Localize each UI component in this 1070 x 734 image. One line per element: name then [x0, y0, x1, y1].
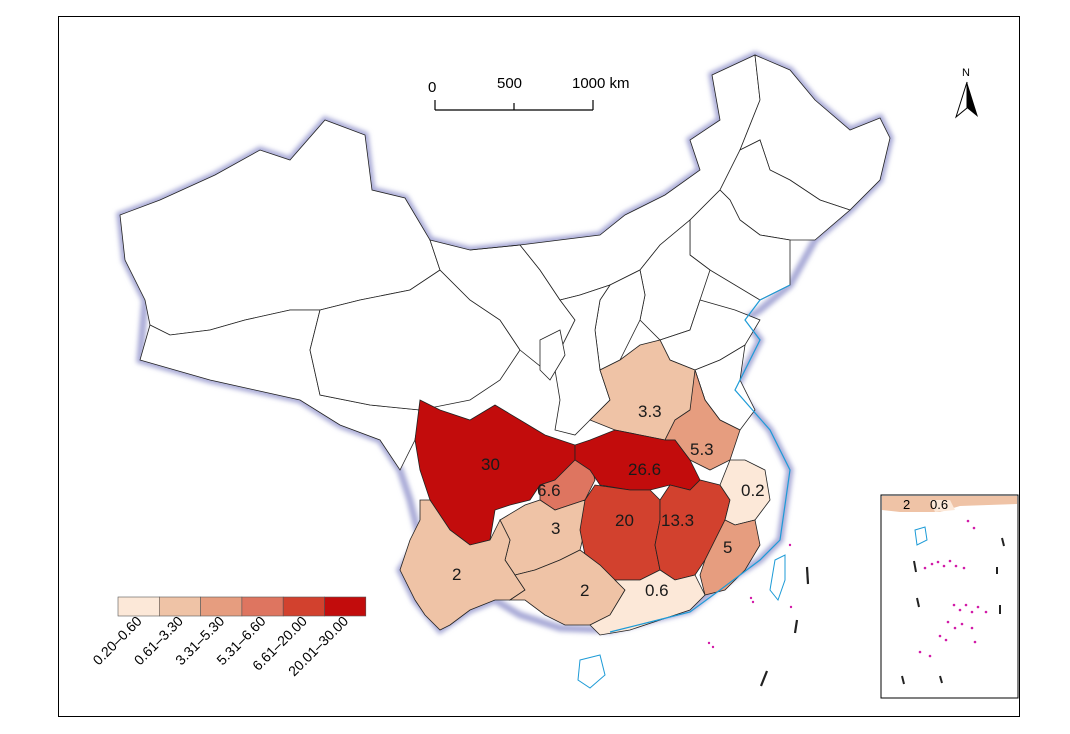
coastline — [609, 284, 791, 633]
scale-label-1000: 1000 km — [572, 75, 630, 92]
north-label: N — [962, 67, 970, 79]
map-frame — [58, 16, 1020, 717]
inset-label-1: 2 — [903, 497, 910, 512]
label-anhui: 5.3 — [690, 440, 714, 459]
legend: 0.20–0.600.61–3.303.31–5.305.31–6.606.61… — [89, 596, 367, 680]
label-jiangxi: 13.3 — [661, 511, 694, 530]
province-guangdong — [589, 569, 706, 636]
label-zhejiang: 0.2 — [741, 481, 765, 500]
label-chongqing: 6.6 — [537, 481, 561, 500]
province-qinghai — [309, 269, 521, 411]
south-china-sea-inset: 2 0.6 — [880, 494, 1019, 699]
province-zhejiang — [719, 459, 771, 526]
label-guangxi: 2 — [580, 581, 589, 600]
label-guangdong: 0.6 — [645, 581, 669, 600]
legend-swatch — [324, 596, 367, 617]
north-arrow-icon: N — [955, 67, 978, 119]
scale-label-500: 500 — [497, 75, 522, 92]
label-hunan: 20 — [615, 511, 634, 530]
island-taiwan — [769, 554, 786, 602]
island-dots — [707, 543, 793, 649]
legend-swatch — [159, 596, 201, 617]
label-yunnan: 2 — [452, 565, 461, 584]
label-fujian: 5 — [723, 538, 732, 557]
provinces-no-data — [119, 54, 891, 471]
provinces-with-data — [399, 339, 771, 636]
island-hainan — [577, 654, 606, 689]
province-anhui — [664, 369, 741, 471]
region-labels: 30 26.6 20 13.3 6.6 5.3 5 3.3 3 2 2 0.6 … — [452, 402, 765, 600]
label-hubei: 26.6 — [628, 460, 661, 479]
legend-swatch — [241, 596, 284, 617]
label-henan: 3.3 — [638, 402, 662, 421]
sea-border-marks — [759, 566, 810, 687]
legend-swatch — [117, 596, 160, 617]
legend-labels: 0.20–0.600.61–3.303.31–5.305.31–6.606.61… — [89, 613, 351, 680]
label-sichuan: 30 — [481, 455, 500, 474]
province-fujian — [699, 519, 761, 596]
legend-swatch — [200, 596, 243, 617]
scale-label-0: 0 — [428, 79, 436, 96]
inset-label-2: 0.6 — [930, 497, 948, 512]
province-ningxia — [539, 329, 566, 381]
label-guizhou: 3 — [551, 519, 560, 538]
legend-swatches — [117, 596, 367, 617]
scale-bar: 0 500 1000 km — [428, 75, 630, 111]
legend-swatch — [282, 596, 325, 617]
